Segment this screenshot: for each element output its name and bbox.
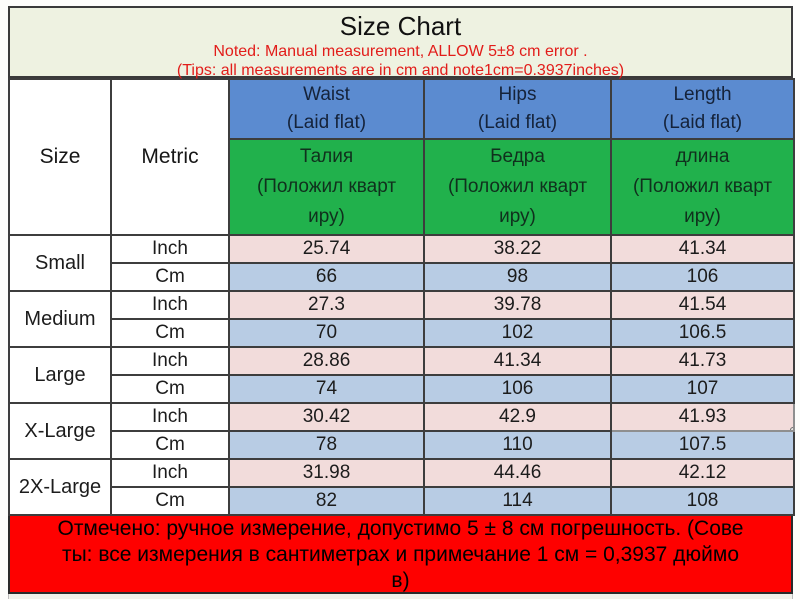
value-cell: 31.98 <box>228 458 425 488</box>
value-cell: 28.86 <box>228 346 425 376</box>
value-cell: 107 <box>610 374 795 404</box>
value-cell: 41.34 <box>423 346 612 376</box>
column-header-waist-ru: Талия (Положил кварт иру) <box>228 138 425 236</box>
column-header-length-en: Length (Laid flat) <box>610 78 795 140</box>
value-cell: 41.34 <box>610 234 795 264</box>
header-row-english: Size Metric Waist (Laid flat) Hips (Laid… <box>8 78 795 236</box>
value-cell: 66 <box>228 262 425 292</box>
table-row-xlarge-inch: X-Large Inch 30.42 42.9 41.93 <box>8 402 795 460</box>
page-title: Size Chart <box>339 11 462 41</box>
russian-note-banner: Отмечено: ручное измерение, допустимо 5 … <box>8 516 793 594</box>
value-cell: 106 <box>423 374 612 404</box>
value-cell: 41.73 <box>610 346 795 376</box>
value-cell: 78 <box>228 430 425 460</box>
value-cell: 39.78 <box>423 290 612 320</box>
table-row-2xlarge-inch: 2X-Large Inch 31.98 44.46 42.12 <box>8 458 795 516</box>
unit-label-inch: Inch <box>110 290 230 320</box>
size-row-label: Large <box>8 346 112 404</box>
table-row-2xlarge-cm: Cm 82 114 108 <box>9 486 795 516</box>
cutoff-row-sliver <box>8 594 793 599</box>
value-cell: 27.3 <box>228 290 425 320</box>
size-chart-sheet: Size Chart Noted: Manual measurement, AL… <box>8 6 795 599</box>
table-row-small-inch: Small Inch 25.74 38.22 41.34 <box>8 234 795 292</box>
value-cell: 114 <box>423 486 612 516</box>
unit-label-inch: Inch <box>110 346 230 376</box>
value-cell: 42.9 <box>423 402 612 432</box>
value-cell: 102 <box>423 318 612 348</box>
size-column-header: Size <box>8 78 112 236</box>
selected-cell: 41.93 <box>610 402 795 432</box>
value-cell: 106.5 <box>610 318 795 348</box>
value-cell: 41.93 <box>678 406 727 427</box>
value-cell: 110 <box>423 430 612 460</box>
title-panel: Size Chart Noted: Manual measurement, AL… <box>8 6 793 79</box>
table-row-small-cm: Cm 66 98 106 <box>9 262 795 292</box>
value-cell: 44.46 <box>423 458 612 488</box>
unit-label-cm: Cm <box>110 374 230 404</box>
table-row-large-cm: Cm 74 106 107 <box>9 374 795 404</box>
column-header-hips-ru: Бедра (Положил кварт иру) <box>423 138 612 236</box>
value-cell: 108 <box>610 486 795 516</box>
value-cell: 30.42 <box>228 402 425 432</box>
unit-label-inch: Inch <box>110 458 230 488</box>
value-cell: 38.22 <box>423 234 612 264</box>
value-cell: 41.54 <box>610 290 795 320</box>
unit-label-cm: Cm <box>110 430 230 460</box>
unit-label-inch: Inch <box>110 234 230 264</box>
value-cell: 42.12 <box>610 458 795 488</box>
column-header-hips-en: Hips (Laid flat) <box>423 78 612 140</box>
table-row-medium-cm: Cm 70 102 106.5 <box>9 318 795 348</box>
value-cell: 82 <box>228 486 425 516</box>
size-row-label: Small <box>8 234 112 292</box>
value-cell: 98 <box>423 262 612 292</box>
size-row-label: Medium <box>8 290 112 348</box>
column-header-waist-en: Waist (Laid flat) <box>228 78 425 140</box>
table-row-medium-inch: Medium Inch 27.3 39.78 41.54 <box>8 290 795 348</box>
table-row-xlarge-cm: Cm 78 110 107.5 <box>9 430 795 460</box>
size-row-label: X-Large <box>8 402 112 460</box>
unit-label-cm: Cm <box>110 262 230 292</box>
column-header-length-ru: длина (Положил кварт иру) <box>610 138 795 236</box>
unit-label-cm: Cm <box>110 486 230 516</box>
header-row-russian: Талия (Положил кварт иру) Бедра (Положил… <box>9 138 795 236</box>
measurement-note: Noted: Manual measurement, ALLOW 5±8 cm … <box>213 43 588 60</box>
value-cell: 25.74 <box>228 234 425 264</box>
selection-handle-icon <box>790 427 792 429</box>
value-cell: 74 <box>228 374 425 404</box>
value-cell: 70 <box>228 318 425 348</box>
value-cell: 107.5 <box>610 430 795 460</box>
value-cell: 106 <box>610 262 795 292</box>
unit-label-inch: Inch <box>110 402 230 432</box>
unit-label-cm: Cm <box>110 318 230 348</box>
size-chart-table: Size Metric Waist (Laid flat) Hips (Laid… <box>8 78 795 516</box>
size-row-label: 2X-Large <box>8 458 112 516</box>
table-row-large-inch: Large Inch 28.86 41.34 41.73 <box>8 346 795 404</box>
tips-note: (Tips: all measurements are in cm and no… <box>176 61 625 79</box>
metric-column-header: Metric <box>110 78 230 236</box>
